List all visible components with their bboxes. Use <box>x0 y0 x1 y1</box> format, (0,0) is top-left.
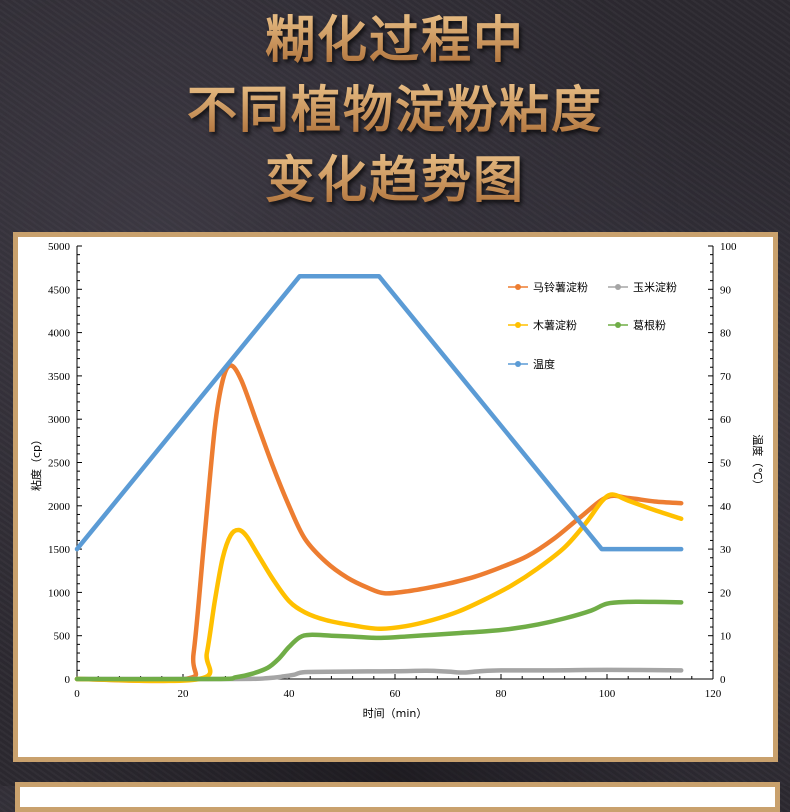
chart-frame: 0 20 40 60 80 100 120 0 500 1000 1500 2000 2500 3000 3… <box>13 232 778 762</box>
y-tick-label-right: 70 <box>720 371 732 383</box>
legend-label-2: 木薯淀粉 <box>533 318 577 332</box>
y-tick-label-left: 500 <box>54 631 71 643</box>
legend-label-1: 玉米淀粉 <box>633 280 677 294</box>
y-tick-label-right: 100 <box>720 241 737 253</box>
y-tick-label-left: 0 <box>65 674 71 686</box>
legend-marker-0 <box>515 284 521 290</box>
y-tick-label-left: 3500 <box>48 371 71 383</box>
title-line-3: 变化趋势图 <box>0 145 790 215</box>
legend-marker-1 <box>615 284 621 290</box>
x-axis-label: 时间（min） <box>363 707 428 720</box>
y-tick-label-right: 90 <box>720 284 732 296</box>
next-panel-frame <box>15 782 780 812</box>
y-tick-label-right: 10 <box>720 631 732 643</box>
series-line-0 <box>74 363 684 684</box>
series-line-2 <box>74 492 684 684</box>
x-tick-label: 0 <box>74 688 80 700</box>
series-line-1 <box>74 667 684 682</box>
legend-label-4: 温度 <box>533 357 555 371</box>
y-tick-label-left: 2000 <box>48 501 71 513</box>
y-axis-label-right: 温度（℃） <box>751 434 765 490</box>
y-tick-label-left: 4000 <box>48 328 71 340</box>
x-tick-label: 120 <box>705 688 722 700</box>
x-tick-label: 40 <box>284 688 296 700</box>
y-tick-label-left: 3000 <box>48 414 71 426</box>
y-tick-label-left: 1000 <box>48 587 71 599</box>
legend-label-3: 葛根粉 <box>633 318 666 332</box>
title-line-2: 不同植物淀粉粘度 <box>0 75 790 145</box>
line-chart: 0 20 40 60 80 100 1200500100015002000250030003… <box>29 241 765 720</box>
x-tick-label: 100 <box>599 688 616 700</box>
y-tick-label-left: 2500 <box>48 458 71 470</box>
y-tick-label-right: 20 <box>720 587 732 599</box>
title-line-1: 糊化过程中 <box>0 5 790 75</box>
y-axis-label-left: 粘度（cp） <box>29 434 43 491</box>
chart-title: 糊化过程中 不同植物淀粉粘度 变化趋势图 <box>0 5 790 215</box>
y-tick-label-right: 80 <box>720 328 732 340</box>
y-tick-label-left: 5000 <box>48 241 71 253</box>
y-tick-label-right: 50 <box>720 458 732 470</box>
y-tick-label-left: 4500 <box>48 284 71 296</box>
y-tick-label-right: 30 <box>720 544 732 556</box>
legend-marker-2 <box>515 322 521 328</box>
series-line-4 <box>74 274 684 552</box>
series-line-3 <box>74 599 684 682</box>
x-tick-label: 60 <box>390 688 402 700</box>
x-tick-label: 80 <box>496 688 508 700</box>
legend-marker-4 <box>515 361 521 367</box>
y-tick-label-right: 40 <box>720 501 732 513</box>
y-tick-label-right: 60 <box>720 414 732 426</box>
x-tick-label: 20 <box>178 688 190 700</box>
legend-marker-3 <box>615 322 621 328</box>
y-tick-label-right: 0 <box>720 674 726 686</box>
legend-label-0: 马铃薯淀粉 <box>533 280 588 294</box>
y-tick-label-left: 1500 <box>48 544 71 556</box>
